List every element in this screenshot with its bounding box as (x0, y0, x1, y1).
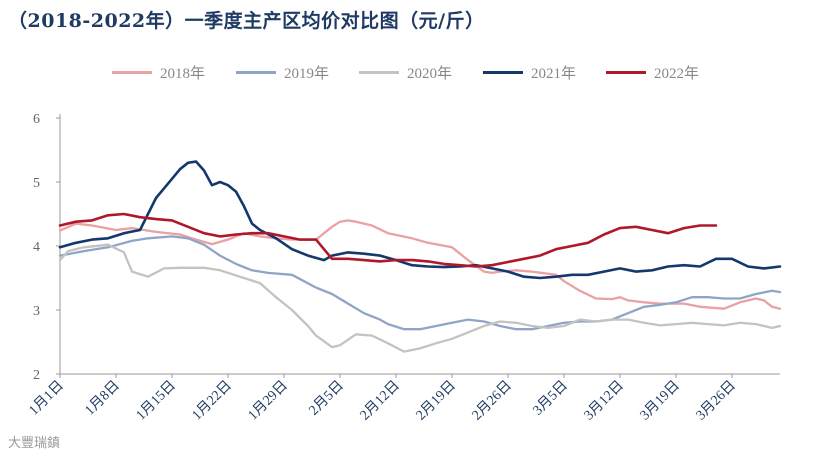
series-line-2022 (58, 212, 718, 268)
x-tick-label: 1月8日 (82, 378, 123, 419)
chart-title: （2018-2022年）一季度主产区均价对比图（元/斤） (8, 10, 485, 32)
x-tick-label: 3月5日 (530, 378, 571, 419)
x-tick-label: 3月12日 (581, 378, 627, 424)
legend-label: 2021年 (531, 66, 577, 82)
x-tick-label: 1月1日 (26, 378, 67, 419)
y-tick-label: 6 (33, 112, 40, 127)
legend-label: 2018年 (160, 66, 206, 82)
legend-swatch (483, 71, 523, 74)
legend-swatch (359, 71, 399, 74)
legend-item-2021: 2021年 (483, 62, 576, 83)
x-tick-label: 2月26日 (469, 378, 515, 424)
legend-label: 2022年 (654, 66, 700, 82)
legend-item-2018: 2018年 (112, 62, 205, 83)
x-tick-label: 2月19日 (413, 378, 459, 424)
x-tick-label: 3月26日 (693, 378, 739, 424)
x-tick-label: 2月12日 (357, 378, 403, 424)
watermark-text: 大豐瑞鎮 (8, 436, 61, 451)
legend-swatch (112, 71, 152, 74)
x-tick-label: 1月22日 (189, 378, 235, 424)
x-tick-label: 3月19日 (637, 378, 683, 424)
series-line-2021 (58, 160, 782, 280)
legend-swatch (606, 71, 646, 74)
y-tick-label: 5 (33, 176, 40, 191)
legend-item-2022: 2022年 (606, 62, 699, 83)
y-tick-label: 4 (33, 240, 40, 255)
series-line-2019 (58, 235, 782, 331)
series-layer (58, 160, 782, 353)
x-tick-label: 1月29日 (245, 378, 291, 424)
legend-item-2020: 2020年 (359, 62, 452, 83)
legend-label: 2020年 (407, 66, 453, 82)
legend-swatch (236, 71, 276, 74)
y-tick-label: 2 (33, 368, 40, 383)
x-tick-label: 2月5日 (306, 378, 347, 419)
legend-item-2019: 2019年 (236, 62, 329, 83)
series-line-2020 (58, 243, 782, 353)
legend: 2018年 2019年 2020年 2021年 2022年 (0, 62, 815, 86)
legend-label: 2019年 (284, 66, 330, 82)
y-tick-label: 3 (33, 304, 40, 319)
x-tick-label: 1月15日 (133, 378, 179, 424)
